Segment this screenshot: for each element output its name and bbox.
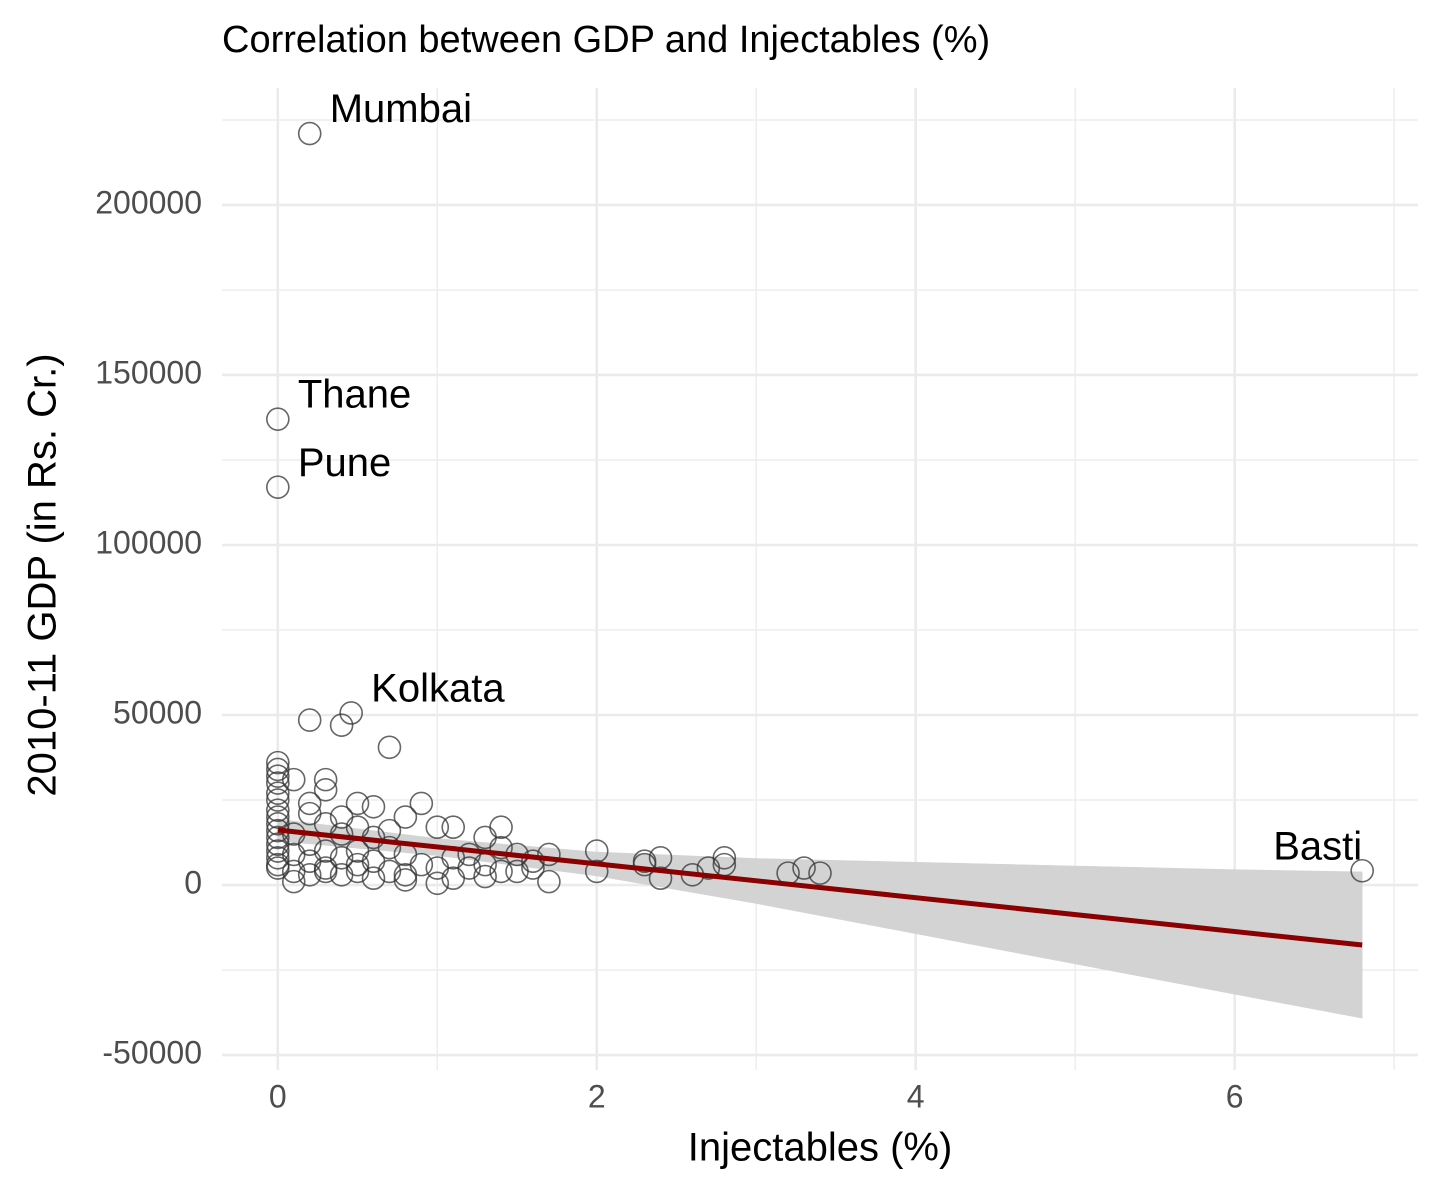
point xyxy=(329,846,354,870)
point xyxy=(361,866,386,891)
y-tick-label: 0 xyxy=(184,864,202,900)
y-tick-label: 50000 xyxy=(113,694,202,730)
point xyxy=(537,869,561,894)
point xyxy=(281,869,306,894)
point xyxy=(361,795,386,819)
point xyxy=(266,771,290,795)
x-tick-label: 0 xyxy=(269,1078,287,1114)
point xyxy=(489,859,513,884)
point xyxy=(266,407,290,431)
point-label: Basti xyxy=(1273,824,1362,868)
point-label: Thane xyxy=(298,373,411,417)
point xyxy=(266,781,290,806)
point xyxy=(489,835,513,860)
point xyxy=(266,750,290,775)
point xyxy=(537,842,561,867)
point xyxy=(313,778,338,802)
point xyxy=(297,863,322,887)
point xyxy=(425,815,450,840)
point xyxy=(266,798,290,823)
point xyxy=(266,805,290,829)
point xyxy=(266,839,290,863)
y-tick-label: 100000 xyxy=(95,524,202,560)
point xyxy=(345,852,370,877)
point xyxy=(345,791,370,816)
point xyxy=(266,788,290,812)
point xyxy=(808,861,832,885)
point xyxy=(329,713,354,738)
point xyxy=(712,846,737,870)
point xyxy=(281,767,306,792)
point xyxy=(266,825,290,850)
point xyxy=(313,859,338,884)
point xyxy=(313,839,338,863)
point-label: Pune xyxy=(298,441,391,485)
point xyxy=(377,735,402,760)
point xyxy=(266,475,290,499)
y-tick-label: 200000 xyxy=(95,184,202,220)
point xyxy=(409,852,434,877)
point xyxy=(313,767,338,792)
chart-title: Correlation between GDP and Injectables … xyxy=(222,19,990,61)
point xyxy=(266,764,290,789)
x-tick-label: 2 xyxy=(588,1078,606,1114)
point xyxy=(266,846,290,870)
x-axis-title: Injectables (%) xyxy=(688,1126,953,1170)
y-tick-label: -50000 xyxy=(102,1034,202,1070)
regression-line xyxy=(277,827,1363,948)
point xyxy=(792,856,816,880)
x-tick-label: 6 xyxy=(1226,1078,1244,1114)
point xyxy=(457,856,481,880)
point xyxy=(393,805,418,829)
point xyxy=(632,852,657,877)
point xyxy=(489,815,513,840)
y-axis-title: 2010-11 GDP (in Rs. Cr.) xyxy=(21,353,65,796)
point-label: Mumbai xyxy=(330,87,472,131)
point xyxy=(339,701,363,725)
point xyxy=(409,791,434,816)
point xyxy=(377,859,402,884)
point xyxy=(297,708,322,732)
point xyxy=(1350,858,1374,883)
point xyxy=(297,791,322,816)
point xyxy=(441,815,466,840)
point xyxy=(393,868,418,892)
y-tick-label: 150000 xyxy=(95,354,202,390)
point xyxy=(377,835,402,860)
point xyxy=(473,864,497,889)
point-label: Kolkata xyxy=(371,667,505,711)
point xyxy=(425,871,450,896)
point xyxy=(648,866,673,891)
point xyxy=(361,849,386,874)
point xyxy=(266,856,290,880)
point xyxy=(393,863,418,887)
point xyxy=(584,859,609,884)
point xyxy=(521,849,545,874)
confidence-band xyxy=(1234,869,1363,1019)
x-tick-label: 4 xyxy=(907,1078,925,1114)
point xyxy=(297,121,322,146)
